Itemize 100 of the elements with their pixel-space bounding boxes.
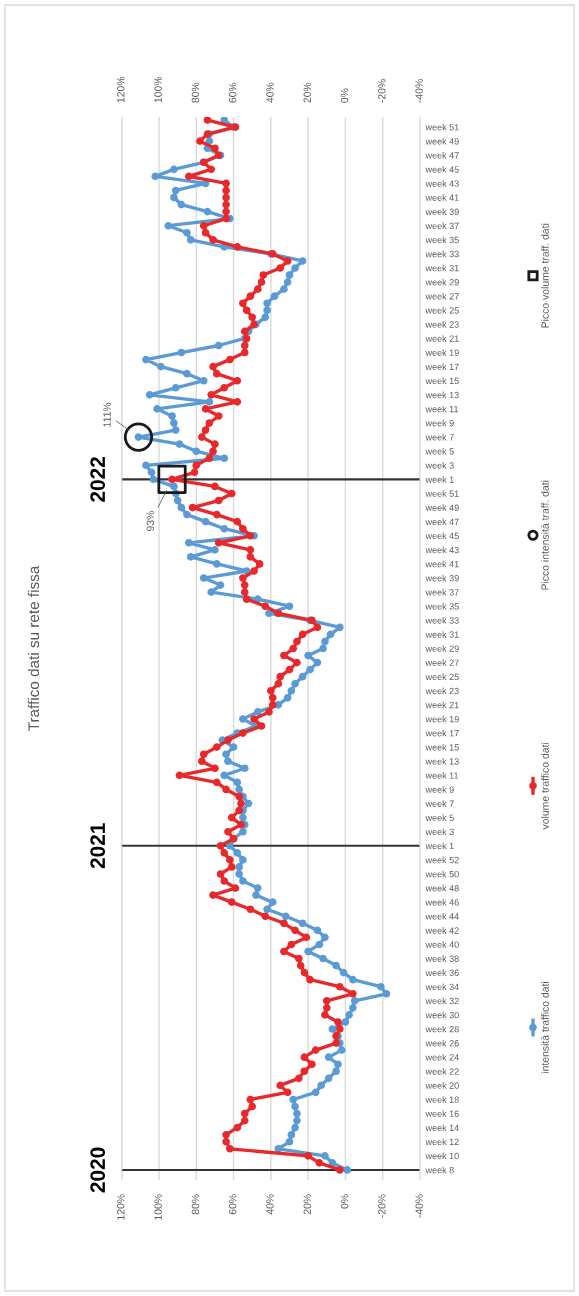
- y-tick-label: week 11: [425, 405, 459, 413]
- y-tick-label: week 15: [425, 743, 459, 751]
- y-tick-label: week 47: [425, 151, 459, 159]
- y-tick-label: week 49: [425, 504, 459, 511]
- y-tick-label: week 49: [425, 137, 459, 145]
- y-tick-label: week 13: [425, 757, 459, 765]
- y-tick-label: week 29: [425, 278, 459, 286]
- x2-tick-label: -40%: [415, 79, 423, 103]
- y-tick-label: week 27: [425, 292, 459, 300]
- x2-tick-label: 0%: [340, 88, 349, 103]
- x-tick-label: 80%: [191, 1194, 200, 1215]
- x2-tick-label: 120%: [117, 76, 125, 103]
- y-tick-label: week 36: [425, 969, 459, 976]
- y-tick-label: week 37: [425, 222, 459, 230]
- y-tick-label: week 9: [425, 786, 454, 793]
- y-tick-label: week 25: [425, 307, 459, 314]
- y-tick-label: week 17: [425, 363, 459, 370]
- y-tick-label: week 11: [425, 772, 459, 779]
- x-tick-label: 120%: [117, 1194, 125, 1220]
- y-tick-label: week 1: [425, 842, 454, 850]
- y-tick-label: week 40: [425, 941, 459, 948]
- data-label: 93%: [146, 511, 154, 531]
- y-tick-label: week 3: [425, 462, 454, 469]
- y-tick-label: week 7: [425, 800, 454, 807]
- data-label: 111%: [103, 402, 111, 427]
- y-tick-label: week 43: [425, 546, 459, 554]
- legend-label: Picco volume traff. dati: [541, 223, 549, 328]
- y-tick-label: week 35: [425, 236, 459, 244]
- x-tick-label: 0%: [340, 1194, 349, 1209]
- y-tick-label: week 13: [425, 391, 459, 399]
- y-tick-label: week 21: [425, 335, 459, 342]
- y-tick-label: week 41: [425, 194, 459, 201]
- y-tick-label: week 46: [425, 898, 459, 906]
- y-tick-label: week 48: [425, 884, 459, 892]
- y-tick-label: week 52: [425, 856, 459, 864]
- y-tick-label: week 31: [425, 264, 459, 272]
- y-tick-label: week 23: [425, 321, 459, 328]
- y-tick-label: week 47: [425, 518, 459, 526]
- y-tick-label: week 45: [425, 532, 459, 540]
- y-tick-label: week 41: [425, 560, 459, 568]
- y-tick-label: week 37: [425, 588, 459, 596]
- x2-tick-label: -20%: [378, 79, 386, 103]
- y-tick-label: week 5: [425, 814, 454, 821]
- y-tick-label: week 34: [425, 983, 459, 991]
- y-tick-label: week 24: [425, 1053, 459, 1061]
- x2-tick-label: 40%: [266, 82, 274, 103]
- y-tick-label: week 39: [425, 208, 459, 215]
- y-tick-label: week 42: [425, 927, 459, 934]
- x-tick-label: 20%: [303, 1194, 311, 1215]
- y-tick-label: week 43: [425, 180, 459, 187]
- legend-label: Picco intensità traff. dati: [541, 480, 549, 590]
- ref-line-label: 2022: [90, 457, 106, 502]
- y-tick-label: week 25: [425, 673, 459, 681]
- y-tick-label: week 21: [425, 701, 459, 709]
- y-tick-label: week 51: [425, 490, 459, 497]
- y-tick-label: week 28: [425, 1025, 459, 1033]
- x2-tick-label: 100%: [154, 76, 162, 103]
- x2-tick-label: 80%: [191, 82, 200, 103]
- y-tick-label: week 12: [425, 1138, 459, 1146]
- x-tick-label: -40%: [415, 1194, 423, 1218]
- y-tick-label: week 33: [425, 617, 459, 624]
- x2-tick-label: 60%: [228, 82, 237, 103]
- y-tick-label: week 27: [425, 659, 459, 666]
- y-tick-label: week 20: [425, 1082, 459, 1089]
- y-tick-label: week 16: [425, 1110, 459, 1117]
- y-tick-label: week 1: [425, 476, 454, 483]
- ref-line-label: 2021: [90, 823, 106, 869]
- x2-tick-label: 20%: [303, 82, 311, 103]
- x-tick-label: 100%: [154, 1194, 162, 1220]
- legend-label: intensità traffico dati: [541, 981, 549, 1074]
- y-tick-label: week 22: [425, 1068, 459, 1075]
- y-tick-label: week 44: [425, 912, 459, 920]
- y-tick-label: week 17: [425, 729, 459, 737]
- y-tick-label: week 18: [425, 1096, 459, 1103]
- y-tick-label: week 39: [425, 574, 459, 582]
- x-tick-label: 40%: [266, 1194, 274, 1215]
- ref-line-label: 2020: [90, 1147, 106, 1193]
- y-tick-label: week 9: [425, 419, 454, 427]
- y-tick-label: week 30: [425, 1011, 459, 1019]
- y-tick-label: week 3: [425, 828, 454, 836]
- y-tick-label: week 19: [425, 349, 459, 356]
- y-tick-label: week 19: [425, 715, 459, 723]
- y-tick-label: week 33: [425, 250, 459, 258]
- y-tick-label: week 51: [425, 123, 459, 131]
- x-tick-label: -20%: [378, 1194, 386, 1218]
- y-tick-label: week 50: [425, 870, 459, 878]
- y-tick-label: week 8: [425, 1166, 454, 1174]
- y-tick-label: week 14: [425, 1124, 459, 1132]
- x-tick-label: 60%: [228, 1194, 237, 1215]
- y-tick-label: week 38: [425, 955, 459, 962]
- y-tick-label: week 31: [425, 631, 459, 638]
- y-tick-label: week 35: [425, 602, 459, 610]
- y-tick-label: week 15: [425, 377, 459, 385]
- text: Traffico dati su rete fissa: [27, 565, 40, 731]
- y-tick-label: week 7: [425, 433, 454, 441]
- y-tick-label: week 29: [425, 645, 459, 652]
- y-tick-label: week 23: [425, 687, 459, 695]
- y-tick-label: week 10: [425, 1152, 459, 1160]
- y-tick-label: week 32: [425, 997, 459, 1005]
- y-tick-label: week 5: [425, 447, 454, 455]
